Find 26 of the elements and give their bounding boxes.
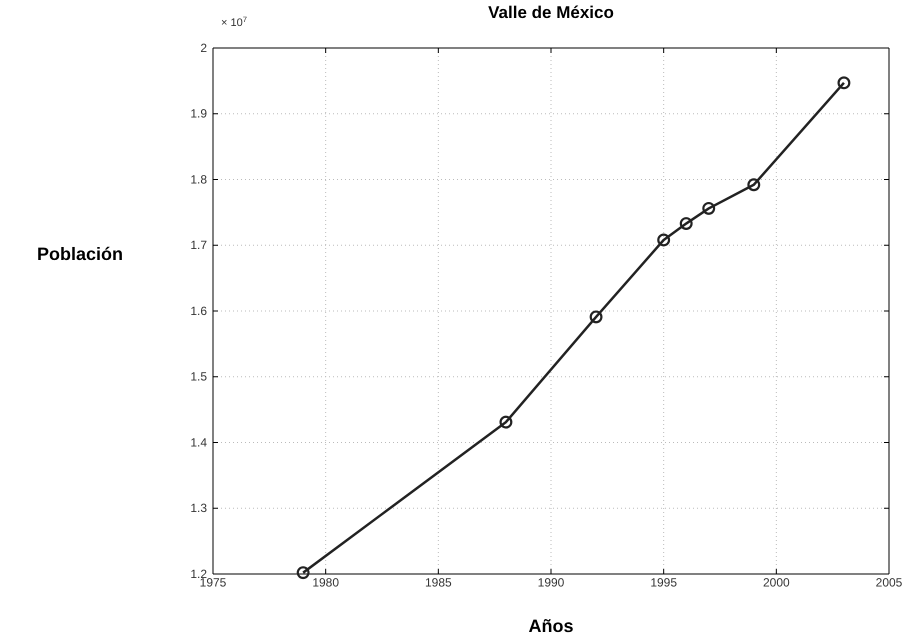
point: [702, 202, 716, 215]
text: × 10$^{7}$: [221, 14, 247, 29]
x-tick-label: 1995: [650, 576, 678, 590]
y-tick-label: 1.7: [190, 238, 208, 252]
x-axis-title: Años: [528, 616, 574, 636]
x-tick-label: 1980: [312, 576, 340, 590]
y-tick-label: 1.8: [190, 172, 208, 186]
y-axis-title: Población: [36, 244, 124, 264]
y-tick-label: 1.5: [190, 370, 208, 384]
point: [296, 566, 310, 580]
chart-title: Valle de México: [488, 3, 614, 22]
x-tick-label: 1990: [538, 576, 565, 590]
x-tick-label: 2000: [762, 576, 790, 590]
y-tick-label: 2: [200, 40, 208, 55]
x-tick-label: 2005: [876, 576, 903, 590]
y-tick-label: 1.6: [190, 304, 208, 318]
y-tick-label: 1.3: [190, 501, 208, 516]
point: [747, 178, 760, 192]
point: [590, 310, 603, 324]
point: [657, 234, 670, 246]
x-tick-label: 1985: [424, 576, 452, 590]
y-tick-label: 1.4: [190, 435, 208, 450]
point: [499, 416, 512, 429]
point: [837, 76, 850, 90]
y-tick-label: 1.9: [190, 106, 208, 121]
point: [680, 217, 693, 230]
